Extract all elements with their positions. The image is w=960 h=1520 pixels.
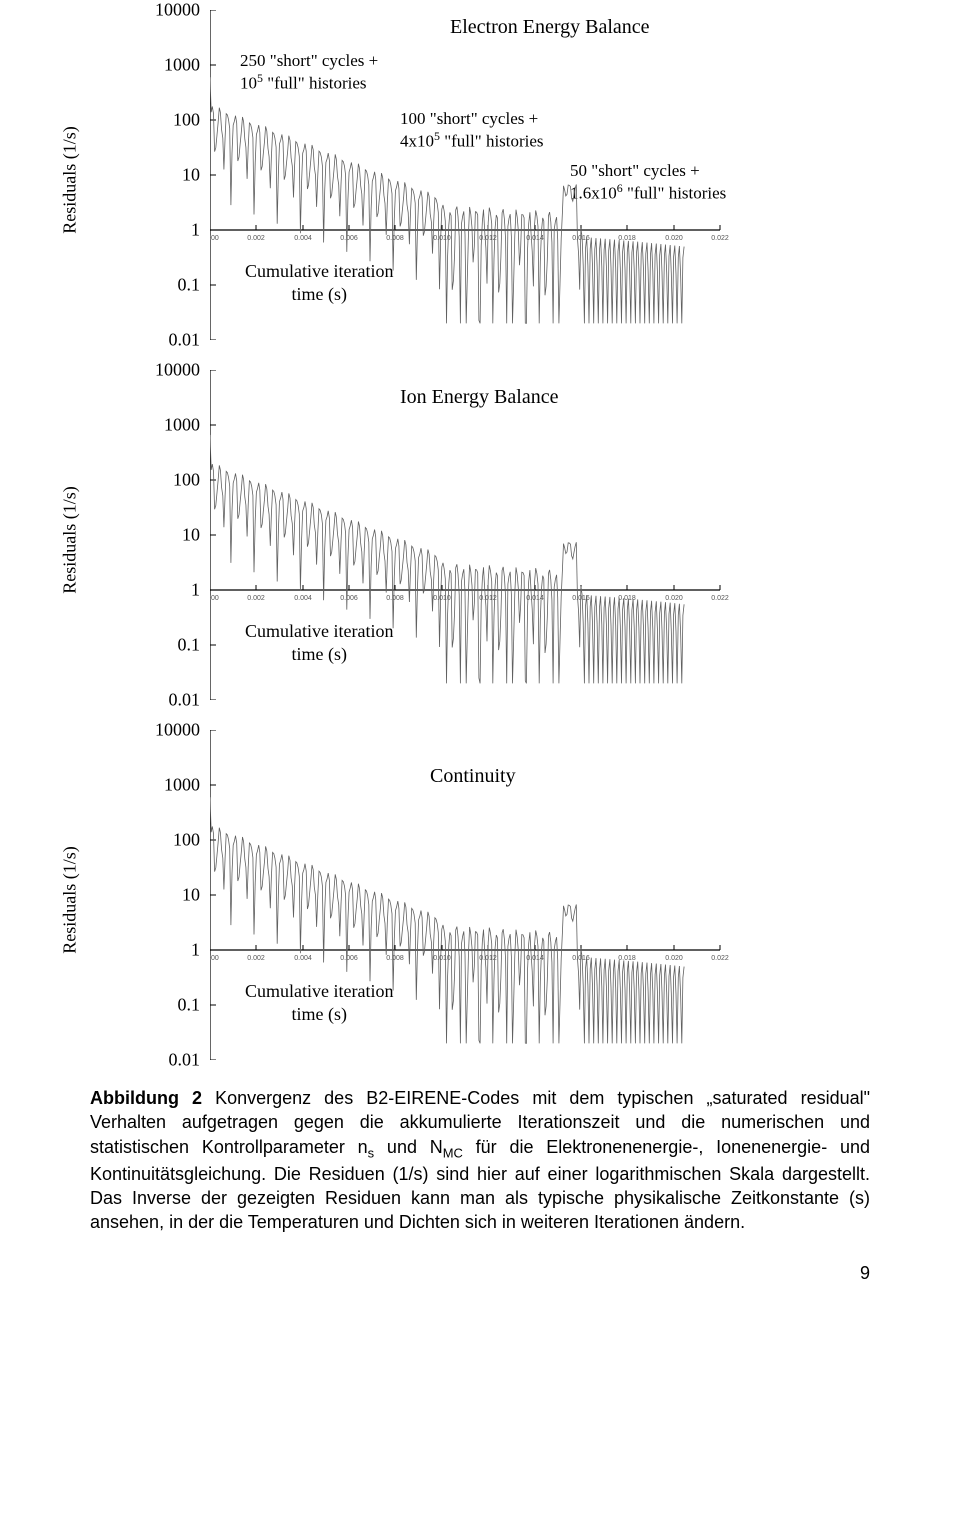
y-tick-label: 10000	[130, 0, 200, 21]
y-tick-label: 0.01	[130, 690, 200, 711]
svg-text:0.018: 0.018	[618, 955, 636, 962]
y-tick-label: 1	[130, 580, 200, 601]
svg-text:0.002: 0.002	[247, 595, 265, 602]
svg-text:0.008: 0.008	[386, 235, 404, 242]
plot-area: 0.000 0.002 0.004 0.006 0.008 0.010 0.01…	[210, 370, 770, 700]
caption-text: und N	[374, 1137, 443, 1157]
panel-electron-energy: Residuals (1/s) 10000 1000 100 10 1 0.1 …	[90, 0, 810, 360]
svg-text:0.006: 0.006	[340, 955, 358, 962]
svg-text:0.020: 0.020	[665, 595, 683, 602]
y-tick-label: 0.1	[130, 275, 200, 296]
svg-text:0.020: 0.020	[665, 955, 683, 962]
y-tick-label: 100	[130, 110, 200, 131]
residual-curve	[210, 797, 684, 1043]
figure-caption: Abbildung 2 Konvergenz des B2-EIRENE-Cod…	[90, 1086, 870, 1235]
svg-text:0.006: 0.006	[340, 235, 358, 242]
svg-text:0.006: 0.006	[340, 595, 358, 602]
y-axis-label: Residuals (1/s)	[60, 126, 81, 234]
svg-text:0.000: 0.000	[210, 595, 219, 602]
y-tick-label: 0.01	[130, 1050, 200, 1071]
y-tick-label: 1000	[130, 415, 200, 436]
svg-text:0.000: 0.000	[210, 955, 219, 962]
y-tick-label: 100	[130, 470, 200, 491]
x-tick-group: 0.000 0.002 0.004 0.006 0.008 0.010 0.01…	[210, 225, 729, 242]
svg-text:0.002: 0.002	[247, 955, 265, 962]
svg-text:0.008: 0.008	[386, 595, 404, 602]
x-tick-group: 0.000 0.002 0.004 0.006 0.008 0.010 0.01…	[210, 945, 729, 962]
svg-text:0.004: 0.004	[294, 235, 312, 242]
y-tick-label: 1	[130, 940, 200, 961]
y-tick-label: 1	[130, 220, 200, 241]
svg-text:0.002: 0.002	[247, 235, 265, 242]
y-tick-label: 10	[130, 885, 200, 906]
y-tick-label: 0.1	[130, 635, 200, 656]
page-container: Residuals (1/s) 10000 1000 100 10 1 0.1 …	[0, 0, 960, 1324]
y-tick-label: 10000	[130, 720, 200, 741]
svg-text:0.018: 0.018	[618, 235, 636, 242]
y-tick-label: 0.01	[130, 330, 200, 351]
chart-svg: 0.000 0.002 0.004 0.006 0.008 0.010 0.01…	[210, 370, 770, 700]
y-axis-label: Residuals (1/s)	[60, 486, 81, 594]
chart-svg: 0.000 0.002 0.004 0.006 0.008 0.010 0.01…	[210, 10, 770, 340]
y-tick-label: 10000	[130, 360, 200, 381]
plot-area: 0.000 0.002 0.004 0.006 0.008 0.010 0.01…	[210, 10, 770, 340]
y-axis-label: Residuals (1/s)	[60, 846, 81, 954]
y-tick-label: 1000	[130, 775, 200, 796]
residual-curve	[210, 77, 684, 323]
residual-curve	[210, 435, 684, 683]
svg-text:0.000: 0.000	[210, 235, 219, 242]
panel-ion-energy: Residuals (1/s) 10000 1000 100 10 1 0.1 …	[90, 360, 810, 720]
svg-text:0.008: 0.008	[386, 955, 404, 962]
svg-text:0.020: 0.020	[665, 235, 683, 242]
x-tick-group: 0.000 0.002 0.004 0.006 0.008 0.010 0.01…	[210, 585, 729, 602]
y-tick-label: 100	[130, 830, 200, 851]
svg-text:0.022: 0.022	[711, 955, 729, 962]
svg-text:0.004: 0.004	[294, 595, 312, 602]
plot-area: 0.000 0.002 0.004 0.006 0.008 0.010 0.01…	[210, 730, 770, 1060]
panel-continuity: Residuals (1/s) 10000 1000 100 10 1 0.1 …	[90, 720, 810, 1080]
y-tick-label: 10	[130, 525, 200, 546]
caption-lead: Abbildung 2	[90, 1088, 202, 1108]
svg-text:0.022: 0.022	[711, 235, 729, 242]
y-tick-label: 10	[130, 165, 200, 186]
page-number: 9	[90, 1263, 870, 1284]
caption-subscript: MC	[443, 1145, 463, 1160]
svg-text:0.022: 0.022	[711, 595, 729, 602]
y-tick-label: 1000	[130, 55, 200, 76]
svg-text:0.004: 0.004	[294, 955, 312, 962]
chart-svg: 0.000 0.002 0.004 0.006 0.008 0.010 0.01…	[210, 730, 770, 1060]
y-tick-label: 0.1	[130, 995, 200, 1016]
